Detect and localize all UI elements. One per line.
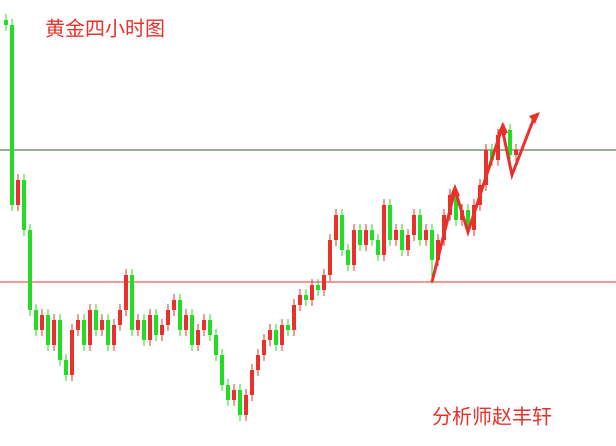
candle-body <box>400 230 404 250</box>
candle-body <box>250 370 254 395</box>
candle-body <box>94 310 98 330</box>
candle-body <box>322 275 326 290</box>
candle-body <box>454 195 458 220</box>
candle-body <box>280 325 284 345</box>
candle-body <box>484 150 488 185</box>
candle-body <box>514 150 518 155</box>
candle-body <box>22 180 26 230</box>
candle-body <box>364 230 368 245</box>
candle-body <box>178 300 182 330</box>
candle-body <box>304 295 308 300</box>
candle-body <box>184 315 188 330</box>
candle-body <box>226 385 230 400</box>
candle-body <box>136 320 140 330</box>
candle-body <box>88 310 92 345</box>
candle-body <box>160 325 164 335</box>
candle-body <box>466 210 470 230</box>
candle-body <box>394 230 398 240</box>
candle-body <box>10 25 14 205</box>
candle-body <box>496 135 500 160</box>
candle-body <box>274 330 278 345</box>
annotation: 分析师赵丰轩 <box>432 405 552 429</box>
candle-body <box>202 320 206 330</box>
candle-body <box>268 330 272 340</box>
candle-body <box>346 250 350 265</box>
arrow-head <box>497 122 508 134</box>
candle-body <box>142 320 146 340</box>
candle-body <box>196 330 200 345</box>
candle-body <box>4 20 8 25</box>
candle-body <box>100 320 104 330</box>
candle-body <box>352 230 356 265</box>
candle-body <box>130 275 134 330</box>
candle-body <box>106 320 110 345</box>
candle-body <box>64 360 68 375</box>
candle-body <box>76 320 80 330</box>
candle-body <box>376 240 380 255</box>
candle-body <box>442 215 446 240</box>
arrow-head <box>450 184 460 196</box>
candle-body <box>166 310 170 325</box>
candle-body <box>262 340 266 355</box>
candle-body <box>256 355 260 370</box>
candle-body <box>286 325 290 330</box>
candle-body <box>220 355 224 385</box>
candle-body <box>46 315 50 345</box>
candle-body <box>334 215 338 240</box>
trend-arrow <box>430 117 536 283</box>
candle-body <box>172 300 176 310</box>
candle-body <box>82 320 86 345</box>
candle-body <box>418 215 422 240</box>
candle-body <box>244 395 248 415</box>
candle-body <box>238 390 242 415</box>
candle-body <box>58 320 62 360</box>
candle-body <box>382 205 386 255</box>
candle-body <box>358 230 362 245</box>
candle-body <box>190 315 194 345</box>
candle-body <box>154 315 158 335</box>
candle-body <box>436 240 440 260</box>
candle-body <box>70 330 74 375</box>
arrow-head <box>529 112 540 124</box>
candle-body <box>40 315 44 330</box>
candle-body <box>208 320 212 335</box>
candle-body <box>118 310 122 325</box>
candle-body <box>328 240 332 275</box>
candle-body <box>316 285 320 290</box>
candle-body <box>508 130 512 155</box>
candle-body <box>310 285 314 300</box>
candle-body <box>370 230 374 240</box>
candle-body <box>292 305 296 330</box>
candle-body <box>388 205 392 240</box>
candle-body <box>34 310 38 330</box>
candle-body <box>298 295 302 305</box>
candle-body <box>148 315 152 340</box>
candle-body <box>28 230 32 310</box>
candle-body <box>340 215 344 250</box>
candle-body <box>214 335 218 355</box>
candle-body <box>112 325 116 345</box>
candle-body <box>16 180 20 205</box>
candle-body <box>424 230 428 240</box>
chart-title: 黄金四小时图 <box>45 17 165 41</box>
candle-body <box>124 275 128 310</box>
plot-area <box>0 14 616 421</box>
candle-body <box>430 230 434 260</box>
candle-body <box>52 320 56 345</box>
candle-body <box>412 215 416 235</box>
candle-body <box>406 235 410 250</box>
candle-body <box>232 390 236 400</box>
